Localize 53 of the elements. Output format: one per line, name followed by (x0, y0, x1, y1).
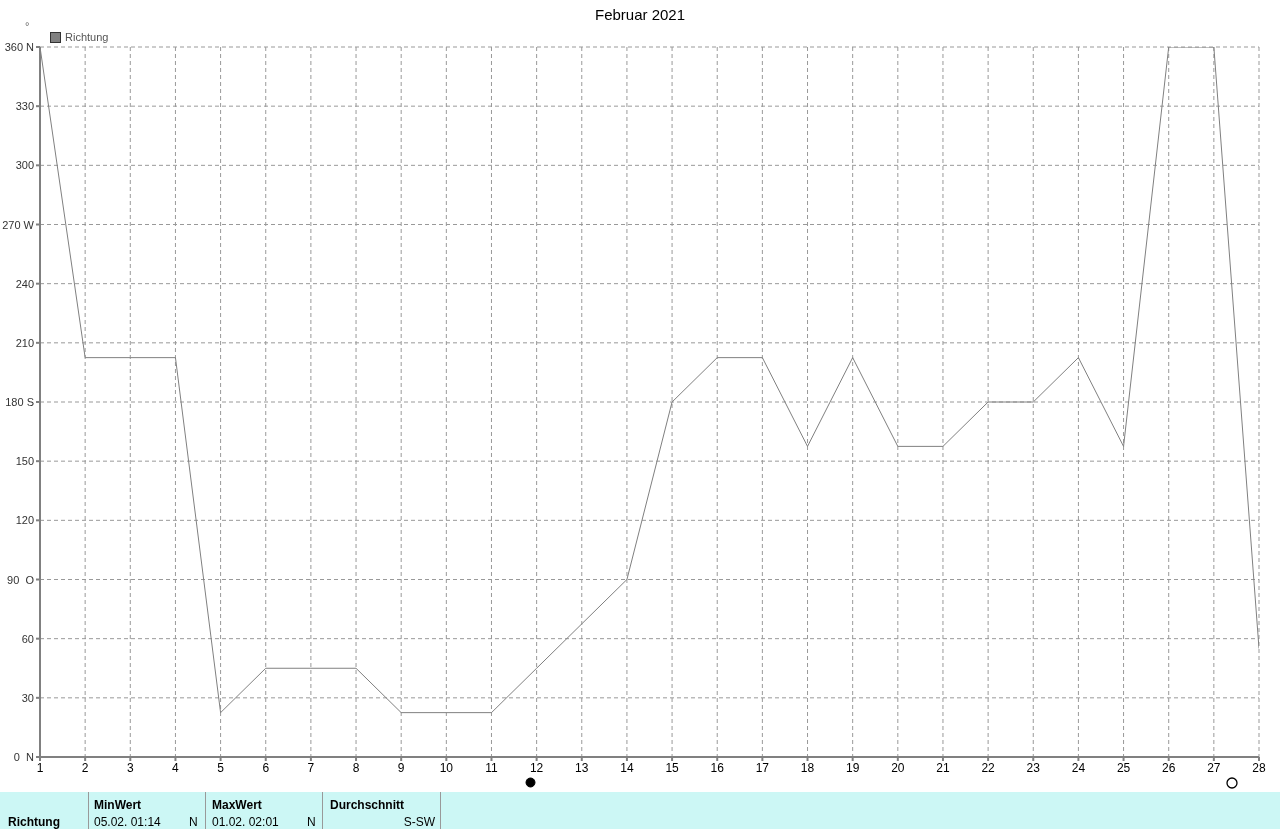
text: N (307, 815, 316, 829)
text: MinWert (94, 798, 142, 812)
x-tick-label: 1 (36, 760, 44, 775)
y-tick-label: 90 O (7, 573, 35, 586)
x-tick-label: 18 (800, 760, 815, 775)
x-tick-label: 9 (397, 760, 405, 775)
text: Richtung (8, 815, 60, 829)
y-tick-label: 150 (15, 455, 34, 468)
x-tick-label: 25 (1116, 760, 1131, 775)
text: 05.02. 01:14 (94, 815, 161, 829)
x-tick-label: 6 (262, 760, 270, 775)
chart-title: Februar 2021 (594, 6, 686, 23)
x-tick-label: 10 (439, 760, 454, 775)
x-tick-label: 8 (352, 760, 360, 775)
x-tick-label: 17 (755, 760, 770, 775)
y-tick-label: 270 W (2, 218, 35, 231)
x-tick-label: 13 (575, 760, 589, 775)
y-tick-label: 300 (15, 159, 34, 172)
x-tick-label: 14 (620, 760, 634, 775)
x-tick-label: 20 (891, 760, 905, 775)
text: MaxWert (212, 798, 262, 812)
y-tick-label: 360 N (4, 41, 35, 53)
x-tick-label: 3 (126, 760, 134, 775)
x-tick-label: 24 (1071, 760, 1086, 775)
y-tick-label: 240 (15, 277, 34, 290)
x-tick-label: 19 (845, 760, 860, 775)
x-tick-label: 15 (665, 760, 680, 775)
x-tick-label: 7 (307, 760, 315, 775)
x-tick-label: 16 (710, 760, 725, 775)
text: N (189, 815, 198, 829)
y-tick-label: 120 (15, 514, 34, 527)
y-tick-label: 30 (21, 691, 34, 704)
y-tick-label: 0 N (13, 751, 35, 763)
y-tick-label: 210 (15, 336, 34, 349)
x-tick-label: 5 (217, 760, 225, 775)
x-tick-label: 21 (936, 760, 950, 775)
x-tick-label: 26 (1162, 760, 1176, 775)
x-tick-label: 12 (529, 760, 544, 775)
x-tick-label: 27 (1207, 760, 1221, 775)
x-tick-label: 28 (1252, 760, 1266, 775)
legend-label: Richtung (64, 31, 109, 43)
text: 01.02. 02:01 (212, 815, 279, 829)
text: Durchschnitt (330, 798, 405, 812)
x-tick-label: 23 (1026, 760, 1041, 775)
y-tick-label: 60 (21, 632, 34, 645)
x-tick-label: 2 (81, 760, 89, 775)
y-tick-label: 180 S (5, 396, 34, 408)
y-tick-label: 330 (15, 100, 34, 113)
x-tick-label: 4 (172, 760, 180, 775)
x-tick-label: 22 (981, 760, 996, 775)
y-axis-title: ° (25, 20, 30, 32)
text: S-SW (402, 815, 435, 829)
x-tick-label: 11 (485, 760, 499, 775)
